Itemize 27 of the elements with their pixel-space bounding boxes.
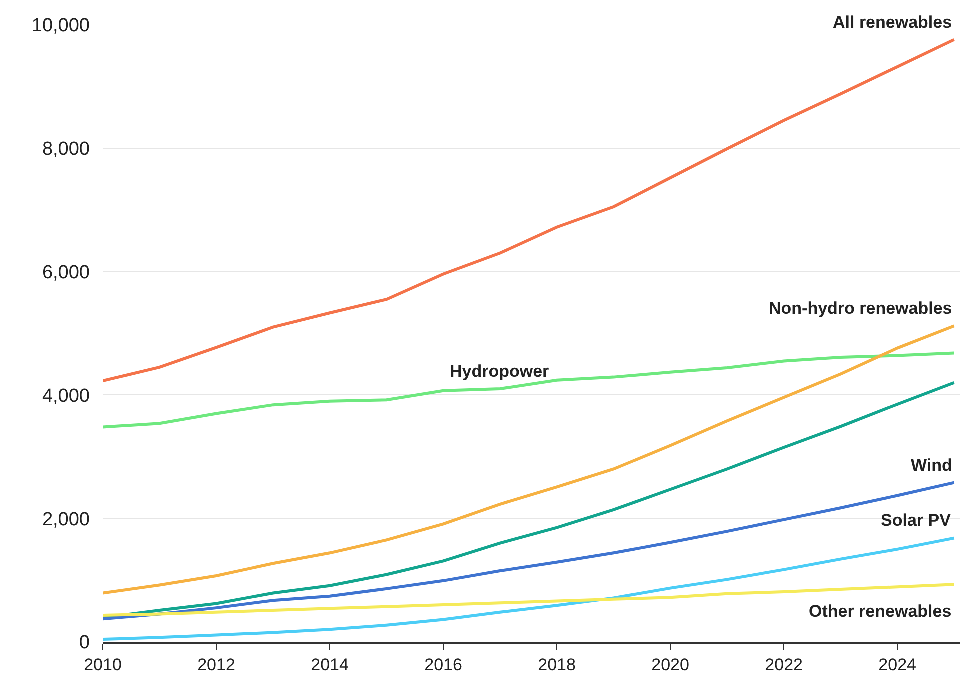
line-series (103, 38, 956, 383)
x-tick-label: 2014 (311, 655, 349, 674)
x-tick-label: 2016 (424, 655, 462, 674)
line-series (103, 481, 956, 621)
y-tick-label: 2,000 (42, 509, 90, 530)
line-series (103, 352, 956, 429)
line-series (103, 381, 956, 620)
x-tick-label: 2020 (652, 655, 690, 674)
line-series (103, 536, 956, 642)
line-series (103, 583, 956, 617)
series-label: Solar PV (881, 511, 952, 530)
line-series (103, 324, 956, 595)
series-label: Other renewables (809, 602, 952, 621)
series-label: Non-hydro renewables (769, 299, 952, 318)
series-label: All renewables (833, 13, 952, 32)
x-tick-label: 2024 (878, 655, 916, 674)
y-tick-label: 6,000 (42, 262, 90, 284)
x-tick-label: 2022 (765, 655, 803, 674)
x-tick-label: 2012 (198, 655, 236, 674)
y-tick-label: 8,000 (42, 139, 90, 160)
x-tick-label: 2010 (84, 655, 122, 674)
x-tick-label: 2018 (538, 655, 576, 674)
y-tick-label: 10,000 (32, 16, 90, 37)
y-tick-label: 0 (79, 632, 90, 654)
series-label: Hydropower (450, 362, 550, 381)
y-tick-label: 4,000 (42, 386, 90, 407)
series-label: Wind (911, 456, 952, 475)
